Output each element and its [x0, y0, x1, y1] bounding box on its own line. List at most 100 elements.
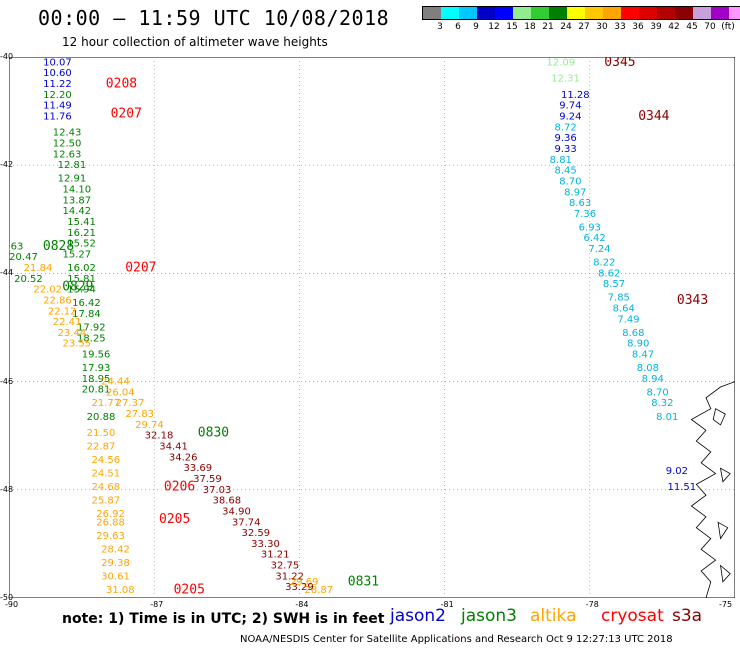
wave-height-value: 23.44 — [58, 328, 87, 339]
wave-height-value: 11.51 — [667, 482, 696, 493]
legend-swatch — [459, 7, 477, 19]
wave-height-value: 15.27 — [62, 250, 91, 261]
legend-swatch — [531, 7, 549, 19]
wave-height-value: 38.68 — [212, 496, 241, 507]
legend-swatch — [495, 7, 513, 19]
legend-swatch — [603, 7, 621, 19]
wave-height-value: 11.49 — [43, 101, 72, 112]
wave-height-value: 29.69 — [290, 577, 319, 588]
legend-label: 70 — [704, 22, 716, 32]
wave-height-value: 8.22 — [593, 258, 615, 269]
satellite-label: jason2 — [390, 606, 446, 626]
time-label: 0831 — [348, 574, 379, 589]
legend-label: 39 — [650, 22, 662, 32]
wave-height-value: 24.51 — [91, 469, 120, 480]
legend-swatch — [549, 7, 567, 19]
wave-height-value: 8.81 — [550, 155, 572, 166]
time-label: 0205 — [174, 582, 205, 597]
wave-height-value: 10.07 — [43, 57, 72, 68]
wave-height-value: 8.08 — [637, 363, 659, 374]
wave-height-value: 24.68 — [91, 482, 120, 493]
legend-swatch — [585, 7, 603, 19]
wave-height-value: 8.45 — [554, 166, 576, 177]
time-label: 0206 — [164, 480, 195, 495]
wave-height-value: 12.91 — [58, 174, 87, 185]
wave-height-value: 7.24 — [588, 244, 610, 255]
wave-height-value: 21.77 — [91, 398, 120, 409]
wave-height-value: 15.52 — [67, 239, 96, 250]
wave-height-value: 37.03 — [203, 485, 232, 496]
legend-label: 42 — [668, 22, 680, 32]
wave-height-value: 22.41 — [53, 317, 82, 328]
wave-height-value: 13.87 — [62, 195, 91, 206]
wave-height-value: 26.04 — [106, 387, 135, 398]
latitude-label: -42 — [0, 160, 14, 170]
wave-height-value: 12.81 — [58, 160, 87, 171]
wave-height-value: 8.01 — [656, 412, 678, 423]
wave-height-value: 11.28 — [561, 90, 590, 101]
wave-height-value: 15.81 — [67, 274, 96, 285]
wave-height-value: 8.63 — [569, 198, 591, 209]
wave-height-value: 9.74 — [559, 101, 581, 112]
satellite-label: altika — [530, 606, 577, 626]
latitude-label: -44 — [0, 268, 14, 278]
wave-height-value: 28.42 — [101, 544, 130, 555]
wave-height-value: 12.43 — [53, 128, 82, 139]
wave-height-value: 16.02 — [67, 263, 96, 274]
wave-height-value: 8.62 — [598, 268, 620, 279]
legend-swatch — [423, 7, 441, 19]
wave-height-value: 24.44 — [101, 377, 130, 388]
time-label: 0208 — [106, 77, 137, 92]
legend-label: 24 — [560, 22, 572, 32]
wave-height-value: 31.22 — [275, 571, 304, 582]
time-label: 0207 — [125, 261, 156, 276]
legend-label: 45 — [686, 22, 698, 32]
legend-swatch — [675, 7, 693, 19]
wave-height-value: 16.42 — [72, 298, 101, 309]
wave-height-value: 9.24 — [559, 112, 581, 123]
wave-height-value: 30.61 — [101, 571, 130, 582]
wave-height-value: 32.59 — [241, 528, 270, 539]
wave-height-value: 6.42 — [583, 233, 605, 244]
wave-height-value: 8.68 — [622, 328, 644, 339]
wave-height-value: 34.26 — [169, 452, 198, 463]
wave-height-value: 25.87 — [91, 496, 120, 507]
time-label: 0343 — [677, 293, 708, 308]
wave-height-value: 11.22 — [43, 79, 72, 90]
wave-height-value: 22.87 — [87, 442, 116, 453]
wave-height-value: 24.56 — [91, 455, 120, 466]
wave-height-value: 33.69 — [183, 463, 212, 474]
wave-height-value: 14.42 — [62, 206, 91, 217]
wave-height-value: 12.20 — [43, 90, 72, 101]
wave-height-value: 27.37 — [116, 398, 145, 409]
wave-height-value: 15.41 — [67, 217, 96, 228]
legend-swatch — [657, 7, 675, 19]
wave-height-value: 7.49 — [617, 314, 639, 325]
wave-height-value: 20.88 — [87, 412, 116, 423]
legend-label: 6 — [455, 22, 461, 32]
wave-height-value: 8.70 — [559, 176, 581, 187]
legend-swatch — [711, 7, 729, 19]
wave-height-value: 23.55 — [62, 339, 91, 350]
wave-height-value: 33.29 — [285, 582, 314, 593]
wave-height-value: 26.88 — [96, 517, 125, 528]
latitude-label: -50 — [0, 593, 14, 602]
wave-height-value: 9.33 — [554, 144, 576, 155]
wave-height-value: 6.93 — [579, 222, 601, 233]
wave-height-value: 21.84 — [24, 263, 53, 274]
legend-label: 18 — [524, 22, 536, 32]
wave-height-value: 12.63 — [53, 149, 82, 160]
legend-label: 30 — [596, 22, 608, 32]
wave-height-value: 8.90 — [627, 339, 649, 350]
wave-height-value: 20.81 — [82, 385, 111, 396]
wave-height-value: 31.08 — [106, 585, 135, 596]
wave-height-value: 20.47 — [9, 252, 38, 263]
wave-height-value: 22.86 — [43, 296, 72, 307]
wave-height-value: 8.64 — [613, 304, 635, 315]
credit-line: NOAA/NESDIS Center for Satellite Applica… — [240, 634, 673, 645]
wave-height-value: 10.60 — [43, 68, 72, 79]
wave-height-value: 8.72 — [554, 122, 576, 133]
legend-label: 36 — [632, 22, 644, 32]
wave-height-value: 8.70 — [646, 387, 668, 398]
